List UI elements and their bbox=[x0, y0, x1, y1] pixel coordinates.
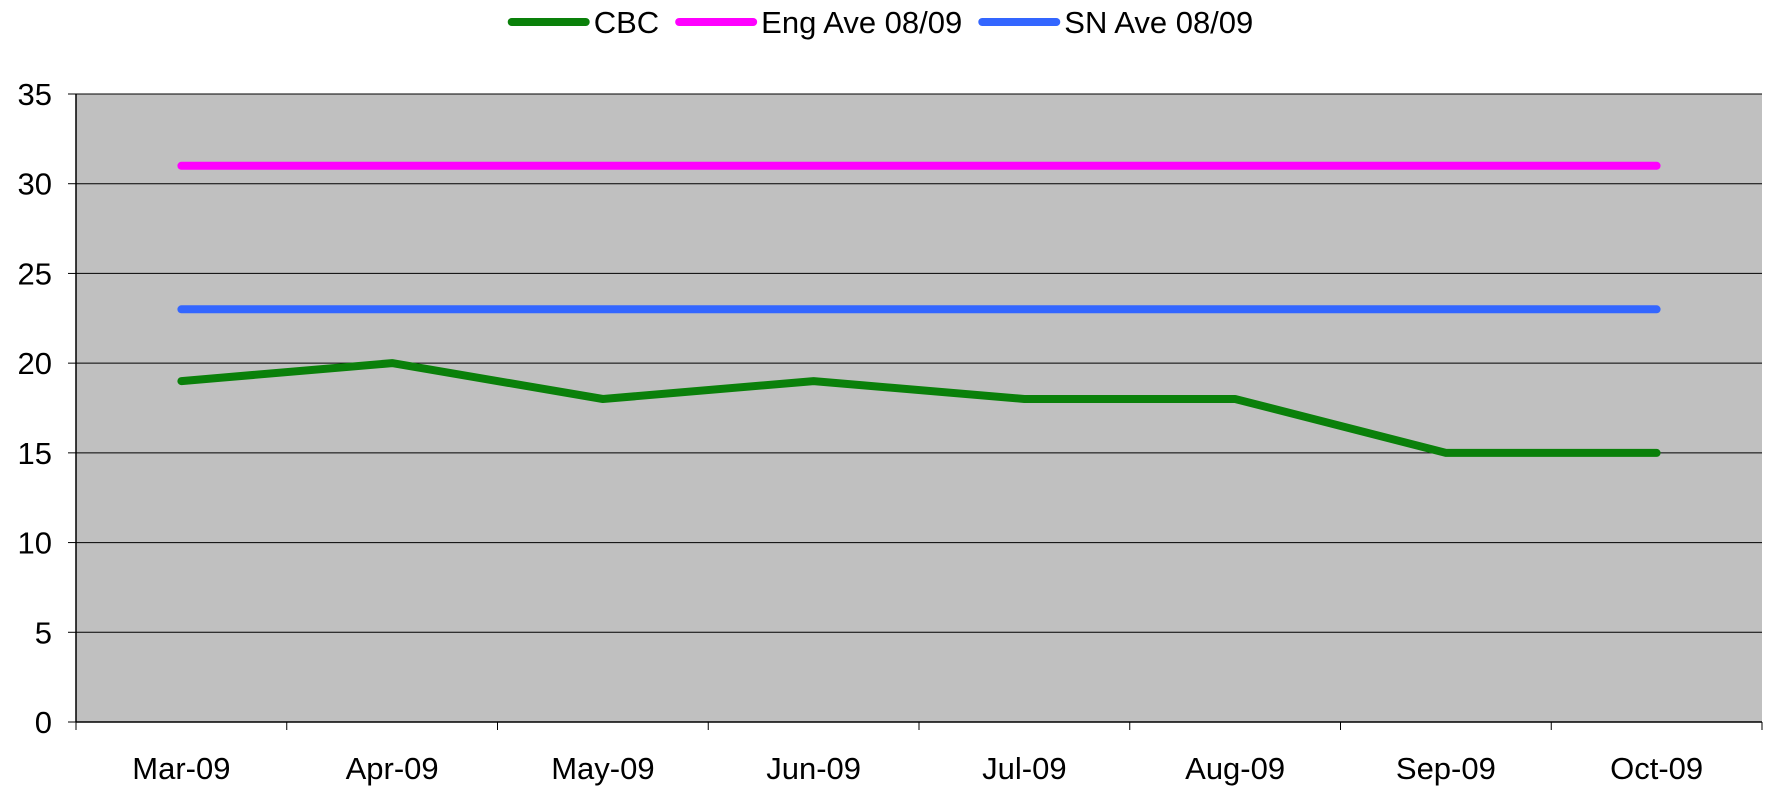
plot-area bbox=[76, 94, 1762, 722]
y-tick-label: 35 bbox=[18, 77, 52, 112]
x-tick-label: Oct-09 bbox=[1610, 751, 1703, 786]
series-line bbox=[177, 359, 1661, 457]
x-tick-label: Jul-09 bbox=[982, 751, 1066, 786]
x-tick-label: Apr-09 bbox=[346, 751, 439, 786]
x-tick-label: Sep-09 bbox=[1396, 751, 1496, 786]
x-tick-label: Aug-09 bbox=[1185, 751, 1285, 786]
y-tick-label: 25 bbox=[18, 256, 52, 291]
legend-label: CBC bbox=[594, 5, 659, 40]
y-tick-label: 0 bbox=[35, 705, 52, 740]
y-tick-label: 15 bbox=[18, 436, 52, 471]
legend: CBC Eng Ave 08/09 SN Ave 08/09 bbox=[507, 5, 1253, 40]
legend-label: Eng Ave 08/09 bbox=[761, 5, 962, 40]
x-tick-label: May-09 bbox=[551, 751, 654, 786]
y-tick-label: 10 bbox=[18, 526, 52, 561]
x-tick-label: Jun-09 bbox=[766, 751, 861, 786]
y-tick-label: 5 bbox=[35, 615, 52, 650]
legend-label: SN Ave 08/09 bbox=[1064, 5, 1253, 40]
series-lines bbox=[177, 161, 1661, 457]
x-tick-label: Mar-09 bbox=[132, 751, 230, 786]
y-tick-label: 20 bbox=[18, 346, 52, 381]
y-tick-label: 30 bbox=[18, 167, 52, 202]
x-axis-ticks: Mar-09 Apr-09 May-09 Jun-09 Jul-09 Aug-09 Sep-… bbox=[75, 722, 1763, 786]
y-axis-ticks: 0 5 10 15 20 25 30 35 bbox=[18, 77, 76, 740]
